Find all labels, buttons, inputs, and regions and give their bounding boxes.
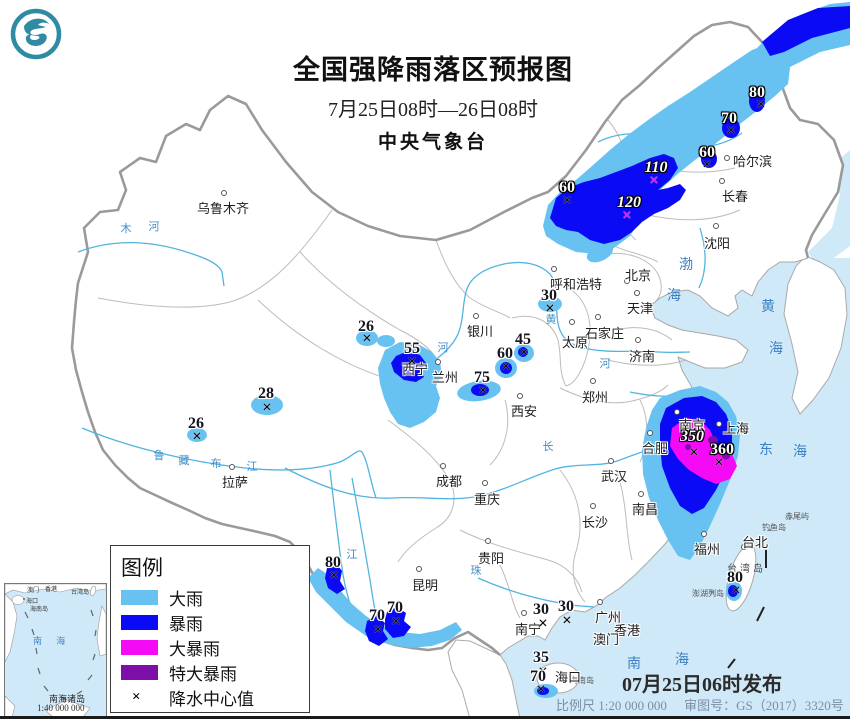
title-block: 全国强降雨落区预报图 7月25日08时—26日08时 中央气象台	[283, 48, 583, 154]
korea-land	[783, 255, 848, 415]
rain-layer-heavy-rainstorm	[670, 418, 737, 484]
legend-label: 大雨	[169, 589, 203, 609]
china-coastline	[499, 257, 809, 656]
small-islands	[710, 516, 792, 594]
legend-swatch	[121, 664, 158, 680]
release-time-label: 07月25日06时发布	[622, 674, 782, 696]
legend-title: 图例	[121, 556, 163, 580]
map-approval-label: 审图号：GS（2017）3320号	[684, 698, 844, 713]
legend-row: 特大暴雨	[121, 662, 299, 684]
inset-place-label: 澳门	[27, 588, 40, 594]
legend-swatch	[121, 639, 158, 655]
inset-scale-label: 1:40 000 000	[37, 703, 85, 713]
legend-swatch	[121, 614, 158, 630]
inset-sea-label: 南 海	[33, 636, 72, 646]
legend-label: 特大暴雨	[169, 664, 237, 684]
precip-center-x-icon: ×	[132, 689, 141, 705]
inset-map-svg	[5, 584, 106, 716]
legend-row: × 降水中心值	[121, 687, 299, 709]
inset-islands-label: 南海诸岛	[49, 694, 86, 704]
legend-swatch	[121, 589, 158, 605]
map-agency: 中央气象台	[377, 132, 488, 153]
inset-place-label: 香港	[45, 587, 58, 593]
map-valid-period: 7月25日08时—26日08时	[328, 99, 538, 121]
scale-approval-line: 比例尺 1:20 000 000 审图号：GS（2017）3320号	[556, 695, 850, 714]
nine-dash-line	[24, 609, 97, 700]
cma-dragon-logo-icon	[8, 6, 64, 67]
legend-row: 暴雨	[121, 612, 299, 634]
strait-marks	[727, 550, 767, 669]
legend-row: 大暴雨	[121, 637, 299, 659]
sea-main	[498, 258, 850, 716]
legend-row: 大雨	[121, 587, 299, 609]
vietnam-land	[447, 639, 520, 716]
legend-items: 大雨 暴雨 大暴雨 特大暴雨 × 降水中心值	[111, 587, 309, 709]
rivers	[77, 83, 743, 635]
legend-label: 大暴雨	[169, 639, 220, 659]
south-china-sea-inset-map: 澳门 香港台湾岛海口海南岛 南 海 南海诸岛 1:40 000 000	[4, 583, 107, 716]
inset-place-label: 海南岛	[30, 607, 49, 613]
rain-layer-extreme-rainstorm	[685, 420, 730, 460]
map-scale-label: 比例尺 1:20 000 000	[556, 698, 667, 713]
inset-place-label: 台湾岛	[71, 590, 90, 596]
map-title: 全国强降雨落区预报图	[293, 55, 573, 85]
china-border	[70, 20, 845, 656]
legend-label: 暴雨	[169, 614, 203, 634]
legend-box: 图例 大雨 暴雨 大暴雨 特大暴雨	[110, 545, 310, 713]
inset-place-label: 海口	[26, 599, 39, 605]
legend-label: 降水中心值	[169, 689, 254, 709]
